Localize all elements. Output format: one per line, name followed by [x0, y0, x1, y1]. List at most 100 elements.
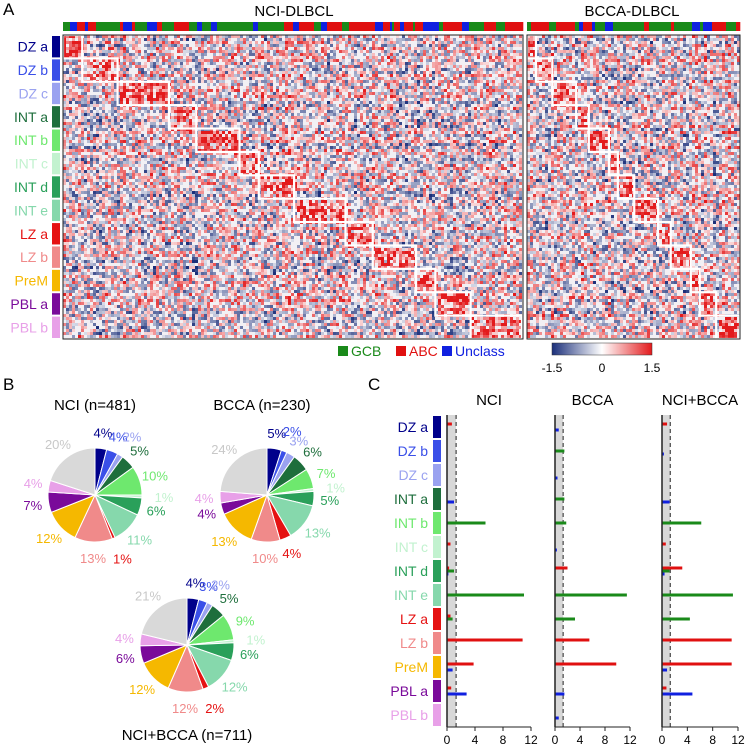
heatmap-cell	[282, 149, 285, 152]
heatmap-cell	[459, 107, 462, 110]
heatmap-cell	[294, 98, 297, 101]
heatmap-cell	[240, 68, 243, 71]
heatmap-cell	[120, 86, 123, 89]
heatmap-cell	[333, 59, 336, 62]
heatmap-cell	[498, 86, 501, 89]
heatmap-cell	[108, 131, 111, 134]
heatmap-cell	[381, 50, 384, 53]
heatmap-cell	[243, 56, 246, 59]
heatmap-cell	[435, 86, 438, 89]
heatmap-cell	[180, 59, 183, 62]
heatmap-cell	[84, 83, 87, 86]
heatmap-cell	[315, 74, 318, 77]
heatmap-cell	[78, 143, 81, 146]
heatmap-cell	[519, 44, 522, 47]
heatmap-cell	[204, 152, 207, 155]
heatmap-cell	[180, 47, 183, 50]
heatmap-cell	[189, 125, 192, 128]
heatmap-cell	[132, 122, 135, 125]
heatmap-cell	[150, 143, 153, 146]
heatmap-cell	[192, 50, 195, 53]
heatmap-cell	[189, 80, 192, 83]
heatmap-cell	[201, 125, 204, 128]
heatmap-cell	[363, 80, 366, 83]
class-annotation-cell	[531, 22, 536, 31]
heatmap-cell	[84, 119, 87, 122]
heatmap-cell	[336, 89, 339, 92]
heatmap-cell	[312, 50, 315, 53]
heatmap-cell	[387, 149, 390, 152]
heatmap-cell	[453, 41, 456, 44]
heatmap-cell	[366, 125, 369, 128]
heatmap-cell	[447, 128, 450, 131]
heatmap-cell	[366, 50, 369, 53]
heatmap-cell	[180, 50, 183, 53]
heatmap-cell	[315, 143, 318, 146]
heatmap-cell	[330, 131, 333, 134]
heatmap-cell	[120, 71, 123, 74]
heatmap-cell	[486, 47, 489, 50]
heatmap-cell	[261, 128, 264, 131]
heatmap-cell	[495, 92, 498, 95]
heatmap-cell	[357, 98, 360, 101]
heatmap-cell	[498, 62, 501, 65]
heatmap-cell	[285, 74, 288, 77]
heatmap-cell	[126, 137, 129, 140]
heatmap-cell	[183, 143, 186, 146]
heatmap-cell	[381, 143, 384, 146]
heatmap-cell	[213, 53, 216, 56]
heatmap-cell	[429, 107, 432, 110]
heatmap-cell	[153, 131, 156, 134]
heatmap-cell	[129, 131, 132, 134]
heatmap-cell	[489, 68, 492, 71]
heatmap-cell	[423, 119, 426, 122]
heatmap-cell	[81, 86, 84, 89]
heatmap-cell	[393, 119, 396, 122]
heatmap-cell	[483, 41, 486, 44]
heatmap-cell	[417, 101, 420, 104]
heatmap-cell	[396, 98, 399, 101]
heatmap-cell	[63, 59, 66, 62]
heatmap-cell	[282, 134, 285, 137]
heatmap-cell	[297, 92, 300, 95]
heatmap-cell	[288, 89, 291, 92]
heatmap-cell	[111, 71, 114, 74]
heatmap-cell	[204, 98, 207, 101]
heatmap-cell	[402, 53, 405, 56]
heatmap-cell	[498, 152, 501, 155]
heatmap-cell	[324, 125, 327, 128]
heatmap-cell	[246, 107, 249, 110]
heatmap-cell	[156, 98, 159, 101]
heatmap-cell	[366, 65, 369, 68]
heatmap-cell	[444, 77, 447, 80]
heatmap-cell	[474, 95, 477, 98]
heatmap-cell	[300, 155, 303, 158]
heatmap-cell	[399, 116, 402, 119]
heatmap-cell	[429, 137, 432, 140]
heatmap-cell	[318, 107, 321, 110]
class-annotation-cell	[722, 22, 727, 31]
heatmap-cell	[414, 140, 417, 143]
heatmap-cell	[75, 98, 78, 101]
heatmap-cell	[84, 86, 87, 89]
heatmap-cell	[129, 44, 132, 47]
heatmap-cell	[156, 71, 159, 74]
heatmap-cell	[123, 74, 126, 77]
heatmap-cell	[312, 89, 315, 92]
heatmap-cell	[288, 119, 291, 122]
heatmap-cell	[204, 41, 207, 44]
heatmap-cell	[492, 128, 495, 131]
heatmap-cell	[165, 98, 168, 101]
heatmap-cell	[357, 77, 360, 80]
heatmap-cell	[141, 113, 144, 116]
heatmap-cell	[291, 113, 294, 116]
heatmap-cell	[147, 134, 150, 137]
heatmap-cell	[63, 137, 66, 140]
heatmap-cell	[246, 92, 249, 95]
heatmap-cell	[183, 44, 186, 47]
heatmap-cell	[516, 113, 519, 116]
heatmap-cell	[156, 74, 159, 77]
heatmap-cell	[201, 56, 204, 59]
heatmap-cell	[249, 86, 252, 89]
heatmap-cell	[177, 56, 180, 59]
